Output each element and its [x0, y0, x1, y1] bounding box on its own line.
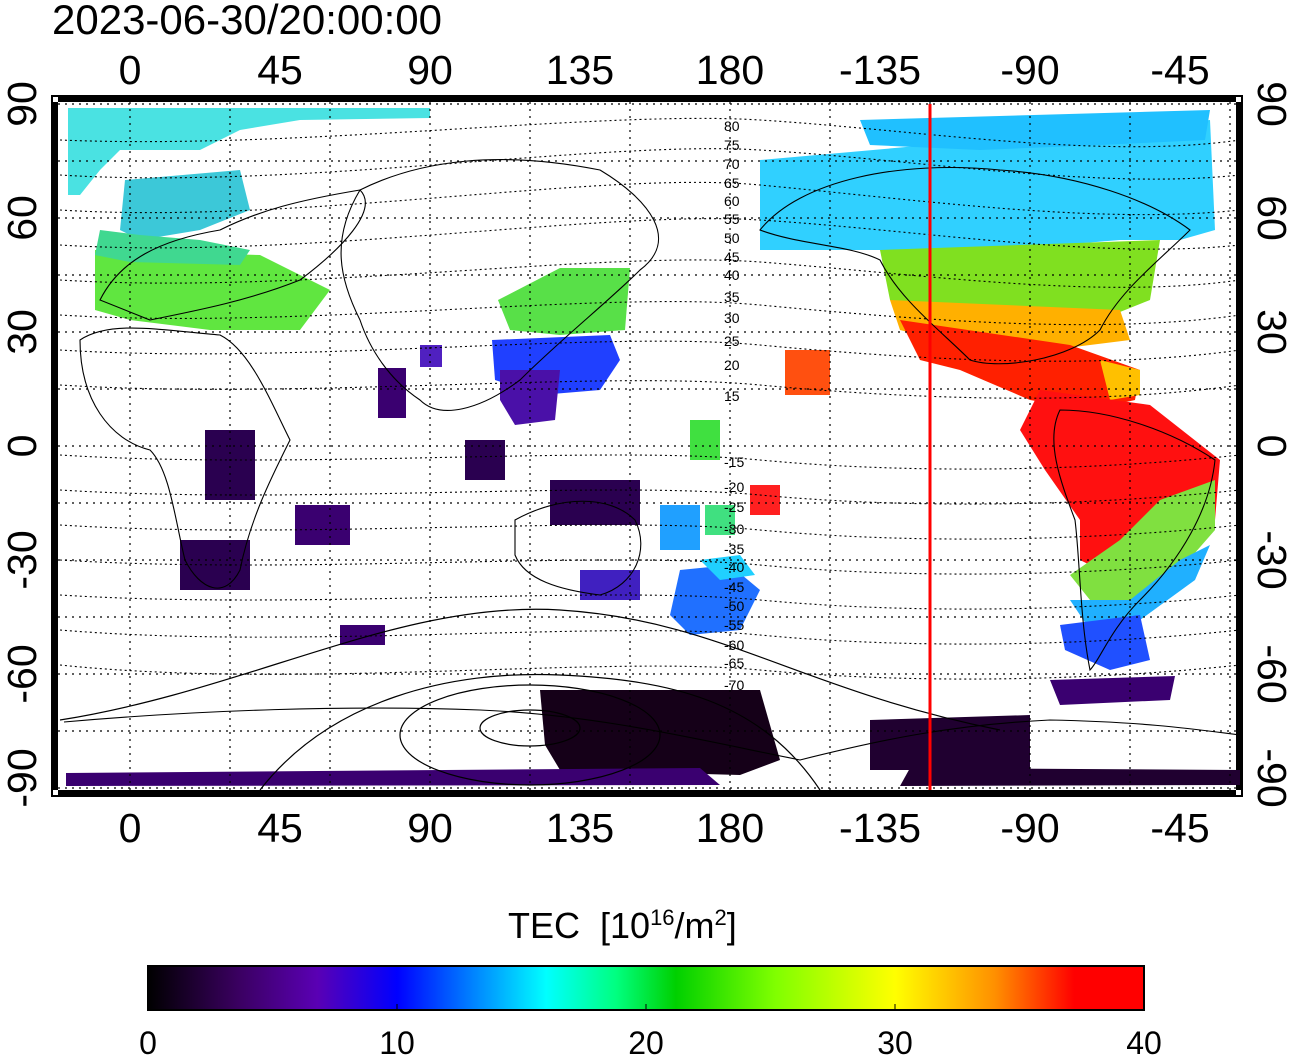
svg-text:45: 45 [724, 249, 740, 265]
top-lon-label: -90 [1000, 47, 1059, 93]
svg-text:80: 80 [724, 118, 740, 134]
colorbar-tick-label: 0 [139, 1025, 157, 1057]
timestamp-title: 2023-06-30/20:00:00 [52, 0, 442, 43]
svg-text:-40: -40 [724, 559, 744, 575]
top-lon-label: 90 [407, 47, 453, 93]
bottom-lon-label: -45 [1150, 805, 1209, 851]
svg-text:-45: -45 [724, 579, 744, 595]
bottom-border-bar [58, 790, 1236, 796]
colorbar: 0 10 20 30 40 [139, 965, 1162, 1057]
colorbar-tick-label: 10 [379, 1025, 415, 1057]
svg-text:-60: -60 [724, 637, 744, 653]
mag-contour-labels: 80 75 70 65 60 55 50 45 40 35 30 25 20 1… [724, 118, 744, 693]
bottom-lon-label: 90 [407, 805, 453, 851]
bottom-lon-label: -135 [839, 805, 921, 851]
map-panel: 80 75 70 65 60 55 50 45 40 35 30 25 20 1… [51, 95, 1243, 797]
svg-text:15: 15 [724, 388, 740, 404]
left-lat-label: -30 [0, 530, 45, 589]
svg-text:-55: -55 [724, 617, 744, 633]
colorbar-tick-label: 20 [628, 1025, 664, 1057]
left-lat-label: 0 [0, 435, 45, 458]
colorbar-tick-label: 30 [877, 1025, 913, 1057]
bottom-lon-label: 135 [546, 805, 614, 851]
colorbar-gradient [147, 965, 1145, 1011]
left-lat-label: 30 [0, 309, 45, 355]
right-latitude-labels: 90 60 30 0 -30 -60 -90 [1249, 81, 1294, 807]
svg-text:-20: -20 [724, 479, 744, 495]
bottom-lon-label: 45 [257, 805, 303, 851]
svg-text:-25: -25 [724, 499, 744, 515]
bottom-lon-label: 0 [119, 805, 142, 851]
south-pole-contours [59, 608, 1001, 791]
svg-text:-65: -65 [724, 655, 744, 671]
bottom-lon-label: 180 [696, 805, 764, 851]
left-lat-label: 60 [0, 195, 45, 241]
colorbar-tick-label: 40 [1126, 1025, 1162, 1057]
svg-text:-15: -15 [724, 454, 744, 470]
left-lat-label: -90 [0, 748, 45, 807]
left-border-bar [52, 102, 58, 790]
svg-text:25: 25 [724, 333, 740, 349]
top-lon-label: 0 [119, 47, 142, 93]
right-lat-label: -30 [1249, 530, 1294, 589]
bottom-lon-label: -90 [1000, 805, 1059, 851]
svg-text:20: 20 [724, 357, 740, 373]
right-lat-label: -60 [1249, 644, 1294, 703]
svg-text:60: 60 [724, 193, 740, 209]
right-lat-label: 60 [1249, 195, 1294, 241]
svg-text:65: 65 [724, 175, 740, 191]
top-border-bar [58, 96, 1236, 102]
svg-text:-35: -35 [724, 541, 744, 557]
left-latitude-labels: 90 60 30 0 -30 -60 -90 [0, 81, 45, 807]
right-lat-label: 0 [1249, 435, 1294, 458]
svg-text:40: 40 [724, 267, 740, 283]
svg-text:-70: -70 [724, 677, 744, 693]
top-lon-label: -135 [839, 47, 921, 93]
top-longitude-labels: 0 45 90 135 180 -135 -90 -45 [119, 47, 1210, 93]
bottom-longitude-labels: 0 45 90 135 180 -135 -90 -45 [119, 805, 1210, 851]
top-lon-label: 45 [257, 47, 303, 93]
graticule [58, 102, 1236, 790]
svg-text:75: 75 [724, 137, 740, 153]
top-lon-label: -45 [1150, 47, 1209, 93]
svg-text:-30: -30 [724, 521, 744, 537]
svg-text:35: 35 [724, 289, 740, 305]
right-lat-label: 90 [1249, 81, 1294, 127]
magnetic-contours [59, 117, 1241, 680]
right-lat-label: 30 [1249, 309, 1294, 355]
svg-text:70: 70 [724, 156, 740, 172]
right-lat-label: -90 [1249, 748, 1294, 807]
coastlines [63, 159, 1241, 761]
svg-text:30: 30 [724, 310, 740, 326]
svg-text:-50: -50 [724, 598, 744, 614]
svg-text:55: 55 [724, 211, 740, 227]
colorbar-title: TEC [1016/m2] [508, 905, 737, 946]
top-lon-label: 135 [546, 47, 614, 93]
right-border-bar [1236, 102, 1242, 790]
svg-text:50: 50 [724, 230, 740, 246]
left-lat-label: 90 [0, 81, 45, 127]
top-lon-label: 180 [696, 47, 764, 93]
left-lat-label: -60 [0, 644, 45, 703]
